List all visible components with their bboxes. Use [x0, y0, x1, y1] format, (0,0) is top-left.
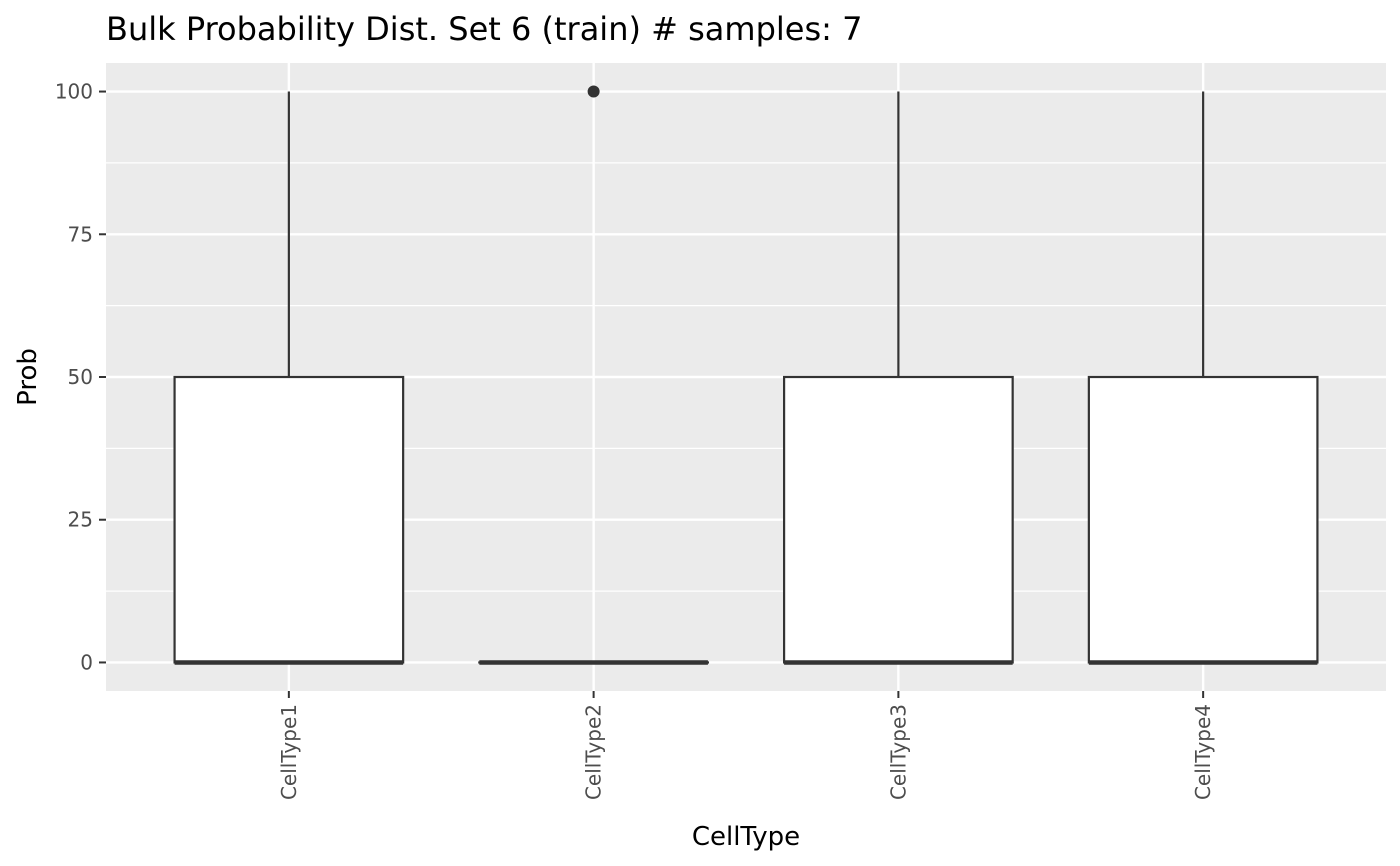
y-axis: 0 25 50 75 100	[55, 80, 106, 674]
chart-title: Bulk Probability Dist. Set 6 (train) # s…	[106, 10, 862, 48]
y-tick-label: 25	[68, 508, 93, 532]
box-celltype4	[1087, 91, 1319, 665]
box-series	[173, 85, 1319, 665]
y-tick-label: 50	[68, 365, 93, 389]
y-tick-label: 75	[68, 222, 93, 246]
box-celltype3	[782, 91, 1014, 665]
y-axis-title: Prob	[13, 348, 43, 406]
x-axis-title: CellType	[692, 822, 800, 852]
box-iqr	[782, 375, 1014, 664]
y-tick-label: 0	[80, 650, 93, 674]
x-tick-label: CellType1	[277, 704, 301, 800]
x-tick-label: CellType2	[582, 704, 606, 800]
outlier-point	[587, 85, 600, 98]
x-tick-label: CellType4	[1191, 704, 1215, 800]
x-axis: CellType1 CellType2 CellType3 CellType4	[277, 691, 1215, 800]
box-celltype2	[478, 85, 710, 665]
y-tick-label: 100	[55, 80, 93, 104]
x-tick-label: CellType3	[886, 704, 910, 800]
box-iqr	[173, 375, 405, 664]
box-iqr	[1087, 375, 1319, 664]
box-celltype1	[173, 91, 405, 665]
